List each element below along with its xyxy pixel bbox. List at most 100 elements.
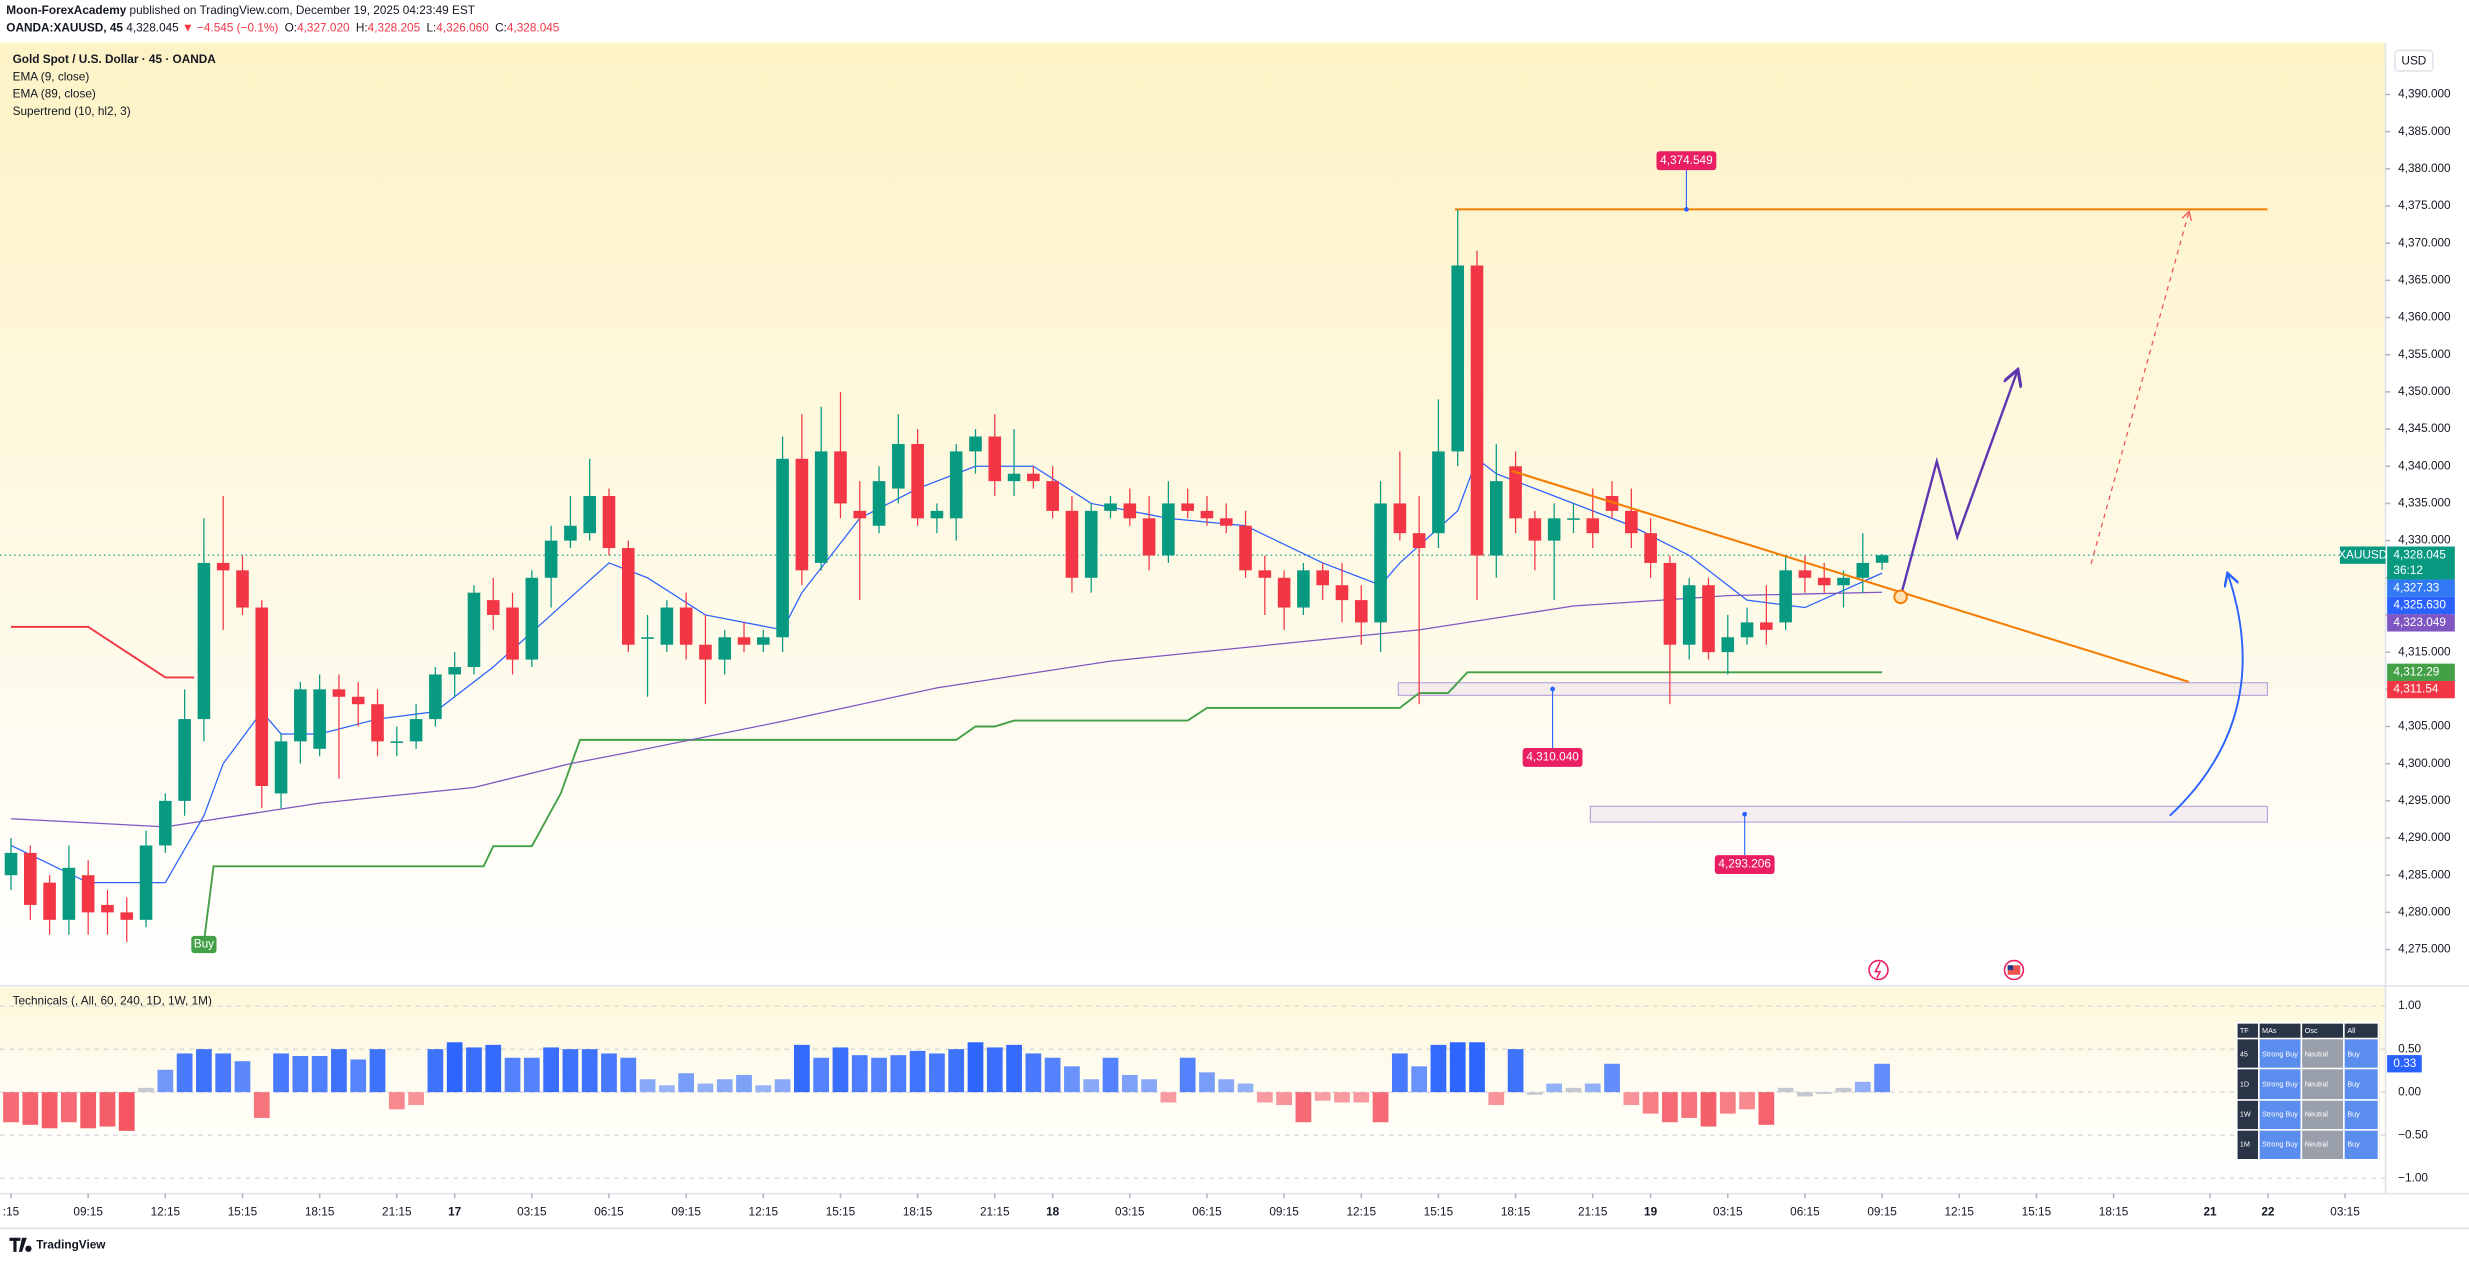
x-tick-label: 21:15 bbox=[382, 1205, 412, 1219]
x-tick-label: 12:15 bbox=[151, 1205, 181, 1219]
technicals-bar bbox=[1044, 1057, 1061, 1093]
candle-body bbox=[949, 451, 963, 519]
candle-body bbox=[486, 600, 500, 615]
candle-body bbox=[294, 689, 307, 742]
candle-body bbox=[1335, 585, 1349, 601]
y-tick-label: 4,305.000 bbox=[2398, 719, 2451, 733]
technicals-bar bbox=[1642, 1092, 1659, 1114]
candle-body bbox=[1875, 555, 1889, 563]
candle-body bbox=[621, 548, 635, 645]
candle-body bbox=[1046, 481, 1059, 511]
y-tick-label: 4,375.000 bbox=[2398, 198, 2451, 212]
candle-body bbox=[1084, 510, 1098, 578]
technicals-bar bbox=[1141, 1079, 1157, 1093]
candle-body bbox=[1567, 518, 1580, 520]
candle-body bbox=[1605, 496, 1619, 511]
table-cell: TF bbox=[2235, 1022, 2260, 1040]
technicals-bar bbox=[1372, 1092, 1389, 1123]
candle-body bbox=[197, 562, 211, 720]
candle-body bbox=[1586, 518, 1600, 534]
brand: TradingView bbox=[36, 1238, 106, 1252]
level-anchor bbox=[1742, 811, 1748, 817]
change: ▼ −4.545 (−0.1%) bbox=[182, 21, 278, 35]
y-tick-label: 4,315.000 bbox=[2398, 644, 2451, 658]
candle-body bbox=[255, 607, 269, 786]
level-anchor bbox=[1550, 686, 1555, 692]
table-cell: Strong Buy bbox=[2258, 1098, 2303, 1131]
technicals-bar bbox=[1604, 1063, 1620, 1093]
table-row: 1M Strong Buy Neutral Buy bbox=[2235, 1128, 2380, 1161]
technicals-title: Technicals (, All, 60, 240, 1D, 1W, 1M) bbox=[13, 994, 212, 1008]
candle-body bbox=[718, 637, 732, 660]
flag-icon-canton bbox=[2007, 965, 2014, 971]
candle-body bbox=[120, 912, 134, 920]
table-cell: Neutral bbox=[2300, 1098, 2345, 1131]
y-tick-label: 4,360.000 bbox=[2398, 310, 2451, 324]
technicals-bar bbox=[331, 1049, 347, 1093]
legend-ema9: EMA (9, close) bbox=[13, 69, 90, 83]
main-pane bbox=[0, 42, 2386, 985]
technicals-bar bbox=[1295, 1092, 1312, 1123]
candle-body bbox=[216, 562, 230, 571]
technicals-bar bbox=[774, 1079, 791, 1093]
candle-body bbox=[892, 443, 905, 489]
level-label-box bbox=[1656, 151, 1717, 171]
technicals-bar bbox=[1584, 1083, 1601, 1093]
technicals-bar bbox=[176, 1053, 193, 1093]
candle-body bbox=[641, 637, 654, 639]
ohlc-value: 4,327.020 bbox=[297, 21, 350, 35]
technicals-bar bbox=[562, 1049, 579, 1093]
x-tick-label: 18 bbox=[1046, 1205, 1060, 1219]
currency[interactable]: USD bbox=[2401, 54, 2426, 68]
event-icon-glyph bbox=[1874, 961, 1882, 979]
technicals-bar bbox=[157, 1069, 174, 1093]
technicals-bar bbox=[601, 1053, 617, 1093]
x-tick-label: 15:15 bbox=[2022, 1205, 2052, 1219]
table-cell: Strong Buy bbox=[2258, 1037, 2303, 1070]
x-tick-label: 12:15 bbox=[1347, 1205, 1377, 1219]
event-icon[interactable] bbox=[1868, 959, 1889, 981]
candle-body bbox=[911, 443, 924, 519]
technicals-bar bbox=[909, 1050, 926, 1093]
technicals-bar bbox=[234, 1061, 251, 1093]
candle-body bbox=[101, 904, 114, 913]
x-tick-label: 21:15 bbox=[980, 1205, 1010, 1219]
technicals-bar bbox=[1816, 1092, 1833, 1094]
candle-body bbox=[699, 644, 712, 660]
candle-body bbox=[834, 451, 847, 504]
technicals-bar bbox=[118, 1092, 135, 1131]
technicals-bar bbox=[1623, 1092, 1640, 1106]
x-tick-label: 12:15 bbox=[749, 1205, 779, 1219]
level-label: 4,310.040 bbox=[1526, 750, 1579, 764]
signal-label: Buy bbox=[194, 937, 214, 951]
technicals-bar bbox=[1334, 1092, 1350, 1103]
x-tick-label: 06:15 bbox=[594, 1205, 624, 1219]
y-tick-label: −0.50 bbox=[2398, 1127, 2428, 1141]
candle-body bbox=[1393, 503, 1407, 534]
technicals-bar bbox=[215, 1053, 232, 1093]
technicals-bar bbox=[350, 1059, 367, 1093]
candle-body bbox=[506, 607, 519, 660]
x-tick-label: 03:15 bbox=[2330, 1205, 2360, 1219]
ema-line bbox=[10, 457, 1883, 884]
technicals-bar bbox=[1121, 1074, 1138, 1093]
table-cell: Neutral bbox=[2300, 1068, 2345, 1100]
table-cell: Buy bbox=[2343, 1037, 2380, 1070]
symbol: OANDA:XAUUSD, 45 bbox=[6, 21, 123, 35]
candle-body bbox=[1856, 562, 1870, 578]
candle-body bbox=[988, 436, 1002, 482]
technicals-bar bbox=[1218, 1079, 1235, 1093]
table-cell: 1M bbox=[2235, 1128, 2260, 1161]
technicals-bar bbox=[485, 1044, 502, 1093]
currency-button[interactable] bbox=[2394, 49, 2434, 72]
technicals-bar bbox=[1411, 1066, 1428, 1093]
brand-logo bbox=[9, 1237, 32, 1252]
candle-body bbox=[274, 741, 288, 794]
table-cell: Strong Buy bbox=[2258, 1068, 2303, 1100]
technicals-bar bbox=[292, 1056, 309, 1093]
candle-body bbox=[178, 719, 191, 801]
candle-body bbox=[81, 875, 95, 913]
level-zone bbox=[1397, 682, 2269, 696]
technicals-bar bbox=[543, 1047, 559, 1093]
candle-body bbox=[757, 637, 770, 645]
